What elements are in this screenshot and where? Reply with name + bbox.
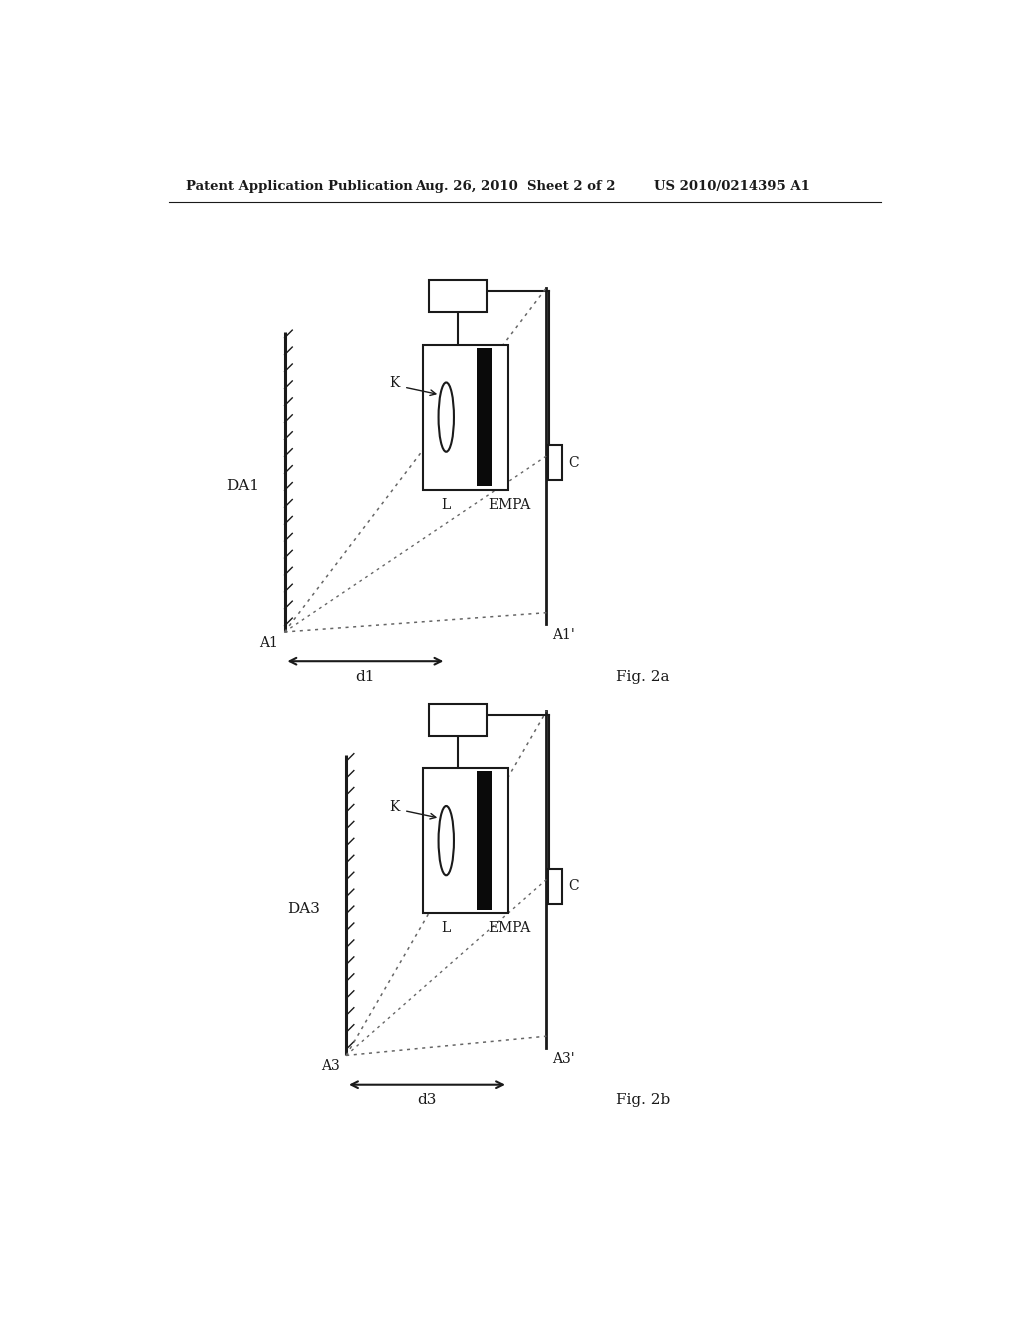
- Text: L: L: [441, 498, 451, 512]
- Text: Patent Application Publication: Patent Application Publication: [186, 181, 413, 194]
- Bar: [429, 280, 486, 313]
- Text: CM: CM: [444, 713, 471, 727]
- Text: CM: CM: [444, 289, 471, 304]
- Text: K: K: [390, 376, 400, 391]
- Ellipse shape: [438, 807, 454, 875]
- Text: Aug. 26, 2010  Sheet 2 of 2: Aug. 26, 2010 Sheet 2 of 2: [416, 181, 616, 194]
- Text: Fig. 2a: Fig. 2a: [615, 669, 669, 684]
- Text: EMPA: EMPA: [488, 921, 530, 936]
- Text: DA1: DA1: [225, 479, 259, 492]
- Bar: [429, 704, 486, 737]
- Text: A1: A1: [259, 636, 279, 649]
- Text: A3: A3: [322, 1059, 340, 1073]
- Text: US 2010/0214395 A1: US 2010/0214395 A1: [654, 181, 810, 194]
- Text: A1': A1': [553, 628, 575, 642]
- Text: DA3: DA3: [288, 902, 321, 916]
- Text: C: C: [568, 879, 579, 894]
- Text: A3': A3': [553, 1052, 575, 1065]
- Text: Fig. 2b: Fig. 2b: [615, 1093, 670, 1107]
- Text: K: K: [390, 800, 400, 813]
- Text: C: C: [568, 455, 579, 470]
- Bar: [548, 869, 562, 904]
- Bar: [548, 445, 562, 480]
- Text: d3: d3: [418, 1093, 436, 1107]
- Bar: [423, 345, 508, 490]
- Bar: [477, 771, 493, 909]
- Bar: [423, 768, 508, 913]
- Text: L: L: [441, 921, 451, 936]
- Bar: [477, 348, 493, 487]
- Text: EMPA: EMPA: [488, 498, 530, 512]
- Text: d1: d1: [355, 669, 375, 684]
- Ellipse shape: [438, 383, 454, 451]
